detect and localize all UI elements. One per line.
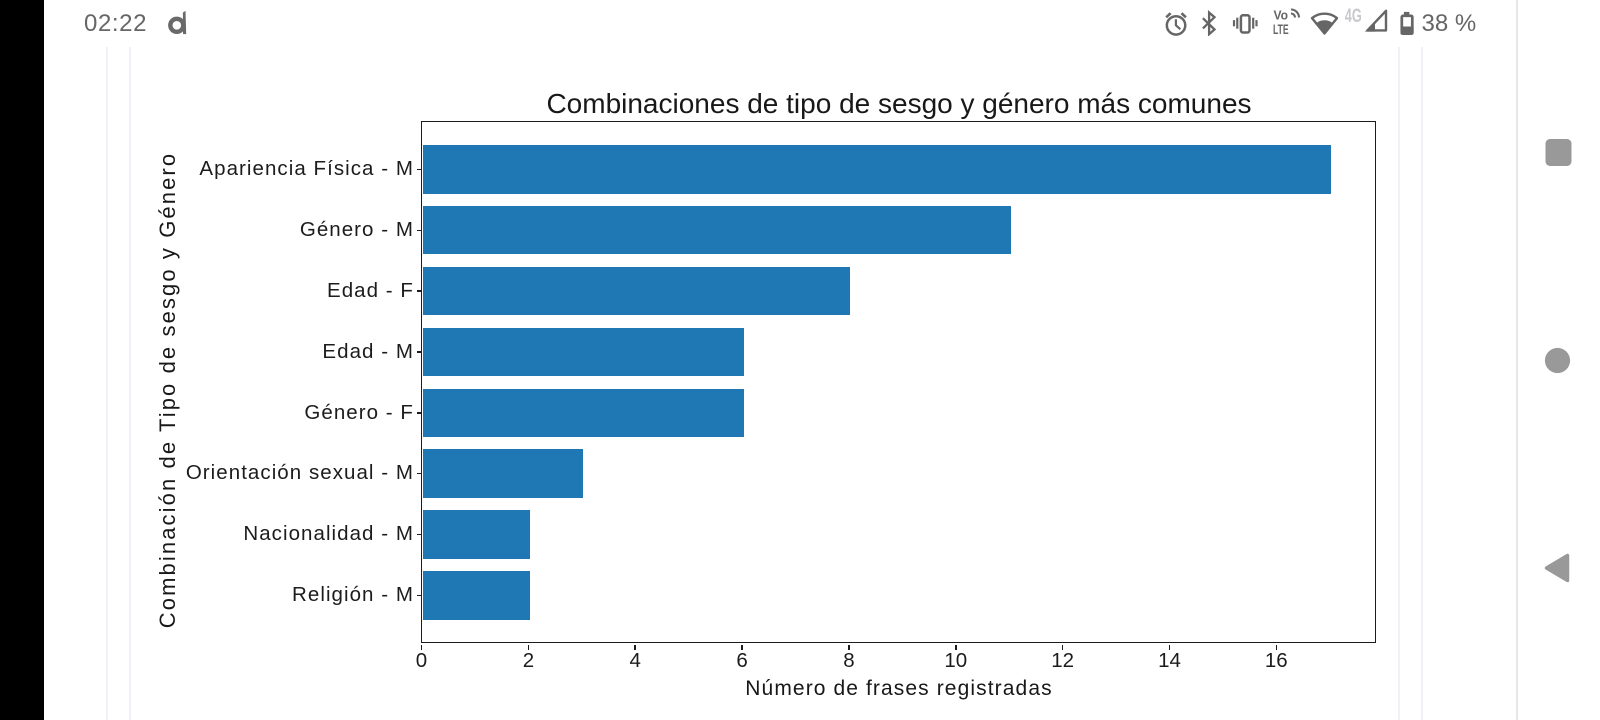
svg-text:4G: 4G — [1345, 6, 1362, 27]
svg-text:Vo: Vo — [1274, 8, 1289, 22]
svg-text:LTE: LTE — [1273, 23, 1289, 36]
